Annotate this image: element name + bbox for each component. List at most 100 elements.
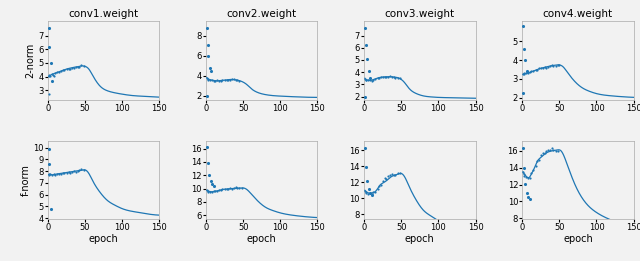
Point: [554, 62, 564, 67]
Point: [528, 69, 538, 73]
Point: [56, 172, 67, 176]
Point: [71, 64, 81, 69]
Point: [69, 66, 79, 70]
Point: [545, 64, 556, 68]
Point: [362, 78, 372, 82]
Title: conv2.weight: conv2.weight: [227, 9, 297, 19]
Point: [225, 186, 235, 190]
Point: [526, 69, 536, 74]
Point: [227, 77, 237, 81]
Point: [360, 94, 370, 99]
Point: [372, 187, 383, 191]
Point: [46, 61, 56, 65]
Point: [370, 77, 380, 81]
Point: [538, 151, 548, 155]
Point: [49, 73, 59, 78]
Point: [525, 197, 535, 201]
Point: [376, 183, 386, 187]
Point: [374, 75, 384, 80]
Point: [61, 67, 72, 72]
Point: [47, 79, 58, 83]
Point: [518, 170, 528, 174]
Point: [368, 78, 378, 82]
Point: [203, 78, 213, 82]
Point: [536, 153, 546, 157]
Point: [381, 177, 392, 181]
Point: [523, 175, 533, 180]
Point: [202, 76, 212, 80]
Point: [545, 147, 556, 152]
Point: [48, 73, 58, 77]
Point: [44, 162, 54, 166]
Point: [367, 193, 377, 197]
Point: [52, 172, 62, 176]
Point: [522, 191, 532, 195]
Y-axis label: 2-norm: 2-norm: [26, 43, 36, 78]
Point: [541, 149, 551, 153]
Point: [44, 92, 54, 96]
Point: [237, 186, 247, 190]
Point: [202, 161, 212, 165]
X-axis label: epoch: epoch: [405, 234, 435, 244]
Point: [518, 166, 529, 170]
Point: [526, 171, 536, 175]
Point: [205, 78, 215, 82]
Point: [553, 149, 563, 153]
Point: [63, 170, 74, 174]
Point: [46, 207, 56, 211]
Point: [202, 26, 212, 31]
Point: [69, 169, 79, 174]
Point: [521, 175, 531, 180]
Point: [54, 69, 64, 74]
Point: [202, 93, 212, 98]
Point: [220, 78, 230, 82]
Point: [365, 78, 375, 82]
Point: [229, 78, 239, 82]
Point: [205, 189, 215, 194]
Point: [532, 159, 542, 163]
Point: [380, 75, 390, 79]
Point: [518, 146, 528, 150]
Point: [543, 149, 554, 153]
Point: [58, 171, 68, 175]
Point: [518, 91, 528, 95]
Point: [550, 63, 561, 68]
Point: [44, 74, 54, 78]
Point: [61, 170, 72, 175]
Point: [227, 187, 237, 191]
Point: [218, 78, 228, 82]
Point: [360, 165, 371, 169]
Point: [388, 75, 399, 79]
Point: [51, 70, 61, 75]
Point: [210, 189, 220, 193]
Point: [362, 190, 372, 194]
Point: [45, 172, 55, 176]
Point: [72, 65, 83, 69]
Point: [520, 58, 531, 62]
Point: [202, 188, 212, 193]
Point: [207, 190, 217, 194]
Point: [72, 169, 83, 173]
Point: [230, 185, 241, 189]
Point: [360, 146, 370, 150]
Point: [518, 24, 528, 28]
Point: [387, 172, 397, 176]
Point: [385, 74, 396, 79]
Point: [518, 172, 529, 176]
Point: [363, 192, 373, 196]
Point: [203, 54, 213, 58]
Point: [49, 172, 59, 176]
Point: [362, 57, 372, 61]
Point: [204, 173, 214, 177]
Point: [221, 187, 232, 191]
Point: [230, 78, 241, 82]
Point: [52, 70, 62, 74]
Point: [367, 192, 377, 196]
Point: [531, 68, 541, 72]
Point: [360, 78, 371, 82]
Point: [525, 70, 535, 75]
Point: [548, 148, 559, 152]
Point: [44, 45, 54, 49]
Point: [79, 168, 89, 172]
Point: [232, 78, 243, 82]
